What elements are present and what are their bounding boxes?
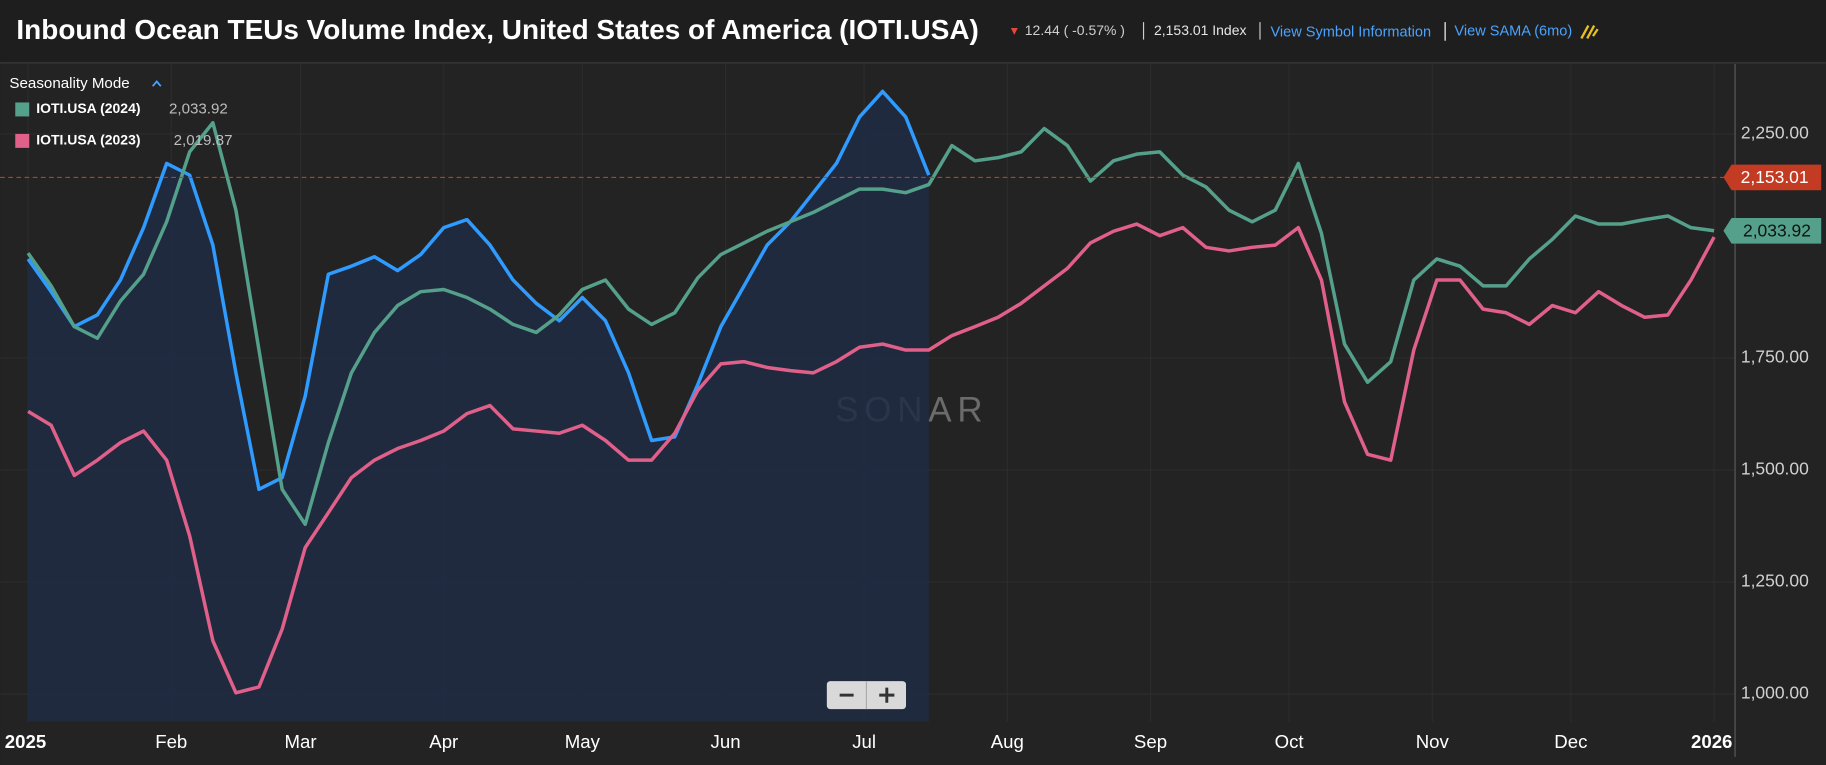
x-tick-label: Mar — [285, 731, 317, 752]
y-tick-label: 2,250.00 — [1741, 123, 1809, 143]
area — [28, 91, 929, 722]
price-change: 12.44 ( -0.57% ) — [1025, 22, 1125, 38]
y-tick-label: 1,750.00 — [1741, 347, 1809, 367]
reference-badge — [1723, 164, 1822, 191]
series-line — [26, 120, 1715, 527]
zoom-in[interactable] — [879, 687, 895, 703]
header-bar — [0, 0, 1826, 63]
x-tick-label: Jun — [711, 731, 741, 752]
legend-swatch — [15, 102, 30, 117]
y-tick-label: 1,500.00 — [1741, 459, 1809, 479]
chart-title: Inbound Ocean TEUs Volume Index, United … — [16, 14, 978, 45]
x-tick-label: 2025 — [5, 731, 46, 752]
x-tick-label: Dec — [1554, 731, 1587, 752]
x-tick-label: Aug — [991, 731, 1024, 752]
x-tick-label: Apr — [429, 731, 458, 752]
legend-value: 2,033.92 — [169, 100, 228, 117]
legend: Seasonality Mode IOTI.USA (2024) 2,033.92 I… — [9, 75, 232, 149]
x-tick-label: Sep — [1134, 731, 1167, 752]
series-line — [26, 89, 931, 492]
legend-value: 2,019.87 — [174, 132, 233, 149]
last-value-label: 2,033.92 — [1743, 221, 1811, 241]
x-tick-label: Nov — [1416, 731, 1450, 752]
sama-icon — [1580, 25, 1599, 39]
zoom-controls[interactable] — [826, 681, 907, 710]
x-tick-label: Feb — [155, 731, 187, 752]
last-value-badge — [1723, 217, 1822, 244]
x-tick-label: Jul — [852, 731, 876, 752]
link[interactable]: View SAMA (6mo) — [1454, 23, 1572, 39]
x-tick-label: Oct — [1275, 731, 1305, 752]
legend-label: IOTI.USA (2023) — [36, 132, 140, 148]
legend-title: Seasonality Mode — [9, 75, 129, 92]
x-tick-label: May — [565, 731, 601, 752]
link[interactable]: View Symbol Information — [1270, 24, 1431, 40]
reference-label: 2,153.01 — [1741, 167, 1809, 187]
legend-swatch — [15, 133, 30, 148]
down-arrow — [1010, 27, 1018, 35]
y-tick-label: 1,000.00 — [1741, 683, 1809, 703]
plot-area: SONAR — [0, 64, 1736, 722]
price: 2,153.01 Index — [1154, 22, 1246, 38]
legend-caret — [152, 80, 162, 87]
y-tick-label: 1,250.00 — [1741, 571, 1809, 591]
series-line — [27, 222, 1716, 695]
x-tick-label: 2026 — [1691, 731, 1732, 752]
legend-label: IOTI.USA (2024) — [36, 100, 140, 116]
